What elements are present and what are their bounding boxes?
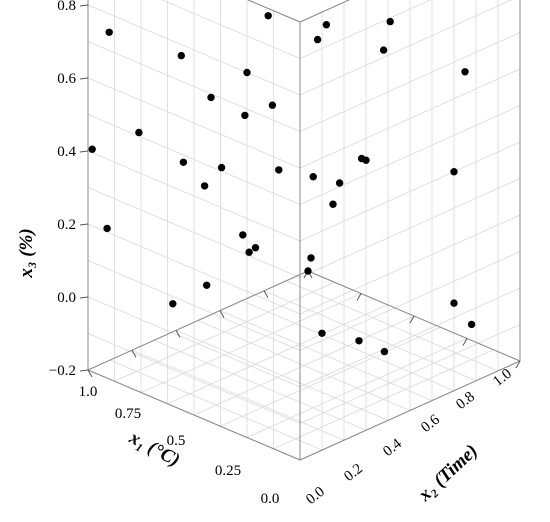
x3-tick (79, 77, 89, 80)
tick-marks (79, 4, 521, 378)
data-point (461, 68, 469, 76)
data-point (313, 35, 322, 44)
x3-tick (79, 296, 89, 299)
x2-tick-label: 0.2 (341, 461, 366, 485)
x3-tick-label: 0.0 (57, 290, 76, 306)
data-point (379, 46, 388, 54)
data-point (450, 168, 458, 176)
data-point (203, 281, 211, 289)
grid-line (131, 349, 345, 441)
x1-tick (462, 338, 468, 346)
data-point (239, 231, 247, 239)
x3-tick-label: 0.8 (57, 0, 76, 14)
data-point (135, 128, 143, 137)
data-point (268, 101, 277, 109)
x1-tick-label: 0.0 (261, 491, 280, 507)
tick-labels: −0.20.00.20.40.60.81.00.00.250.50.751.00… (49, 0, 515, 508)
x2-tick (219, 310, 225, 318)
data-point (467, 320, 476, 329)
x2-tick-label: 0.8 (453, 389, 478, 413)
x3-axis-label: x₃ (%) (16, 228, 37, 278)
grid-line (241, 300, 455, 392)
x2-tick-label: 0.0 (303, 484, 328, 508)
data-point (380, 347, 389, 356)
x3-tick (79, 223, 89, 226)
box-edge (299, 0, 351, 23)
x1-tick-label: 0.5 (167, 433, 186, 449)
data-point (355, 337, 363, 345)
data-point (241, 111, 249, 120)
x2-tick (175, 330, 181, 338)
data-point (245, 248, 253, 256)
x2-tick-label: 0.6 (418, 411, 443, 435)
grid-line (219, 310, 433, 401)
grid-line (197, 320, 411, 411)
x1-tick-label: 0.25 (215, 463, 241, 479)
box-edge (299, 360, 521, 461)
x1-tick (356, 293, 362, 301)
data-point (207, 93, 215, 102)
data-point (386, 17, 394, 26)
data-point (275, 166, 283, 174)
data-point (335, 179, 344, 187)
x1-tick-label: 1.0 (79, 384, 98, 400)
data-point (105, 28, 113, 36)
x3-tick-label: 0.2 (57, 217, 76, 233)
grid-line (263, 290, 477, 382)
data-point (362, 156, 370, 164)
data-point (322, 21, 331, 29)
x2-tick (131, 349, 137, 358)
data-point (243, 68, 251, 77)
x1-tick-label: 0.75 (115, 406, 141, 422)
data-point (179, 158, 188, 166)
data-point (103, 224, 111, 233)
x3-tick-label: 0.6 (57, 71, 76, 87)
box-edge (246, 0, 301, 23)
x2-axis-label: x₂ (Time) (414, 440, 482, 506)
grid-line (109, 359, 323, 451)
data-point (307, 254, 315, 262)
grid-line (153, 339, 367, 431)
box-edge (87, 369, 301, 461)
data-point (88, 145, 96, 153)
data-point (450, 299, 458, 307)
x2-tick-label: 0.4 (380, 435, 405, 459)
grid-lines (87, 0, 521, 461)
data-point (217, 163, 226, 172)
grid-line (175, 330, 389, 421)
x1-tick (515, 360, 521, 369)
x3-tick (79, 4, 89, 7)
data-point (200, 182, 209, 190)
data-point (318, 329, 326, 337)
data-point (169, 300, 177, 308)
x2-tick (263, 290, 269, 299)
x3-tick-label: 0.4 (57, 144, 76, 160)
data-point (329, 200, 337, 208)
data-point (264, 12, 272, 20)
x1-tick (409, 315, 415, 324)
data-point (304, 267, 312, 275)
x3-tick (79, 369, 89, 372)
data-point (309, 173, 317, 181)
x3-tick (79, 150, 89, 153)
data-points (88, 12, 476, 356)
data-point (251, 244, 260, 252)
grid-line (285, 280, 499, 372)
x2-tick (87, 369, 93, 378)
data-point (177, 51, 185, 60)
x3-tick-label: −0.2 (49, 363, 76, 379)
box-edge (87, 270, 309, 371)
